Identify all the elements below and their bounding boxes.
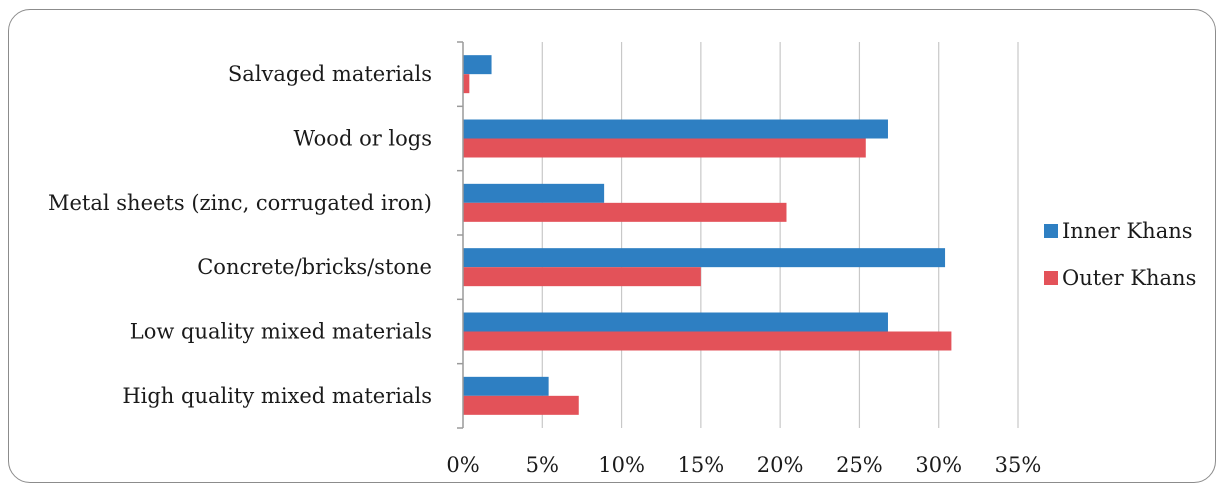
chart-frame: [8, 9, 1216, 483]
bars: [463, 55, 952, 415]
x-tick-label: 5%: [526, 453, 559, 477]
bar-outer-khans: [463, 267, 701, 287]
bar-outer-khans: [463, 202, 787, 222]
category-label: Concrete/bricks/stone: [197, 255, 432, 279]
legend-label: Outer Khans: [1062, 266, 1196, 290]
legend-label: Inner Khans: [1062, 219, 1193, 243]
x-tick-label: 0%: [446, 453, 479, 477]
category-label: Salvaged materials: [228, 62, 432, 86]
bar-outer-khans: [463, 138, 866, 158]
bar-inner-khans: [463, 183, 605, 203]
x-tick-labels: 0% 5% 10% 15% 20% 25% 30% 35%: [446, 453, 1041, 477]
x-tick-label: 25%: [836, 453, 883, 477]
category-label: Wood or logs: [294, 127, 433, 151]
x-tick-label: 35%: [995, 453, 1042, 477]
gridlines: [541, 42, 1019, 428]
legend: Inner Khans Outer Khans: [1044, 219, 1196, 290]
category-label: Metal sheets (zinc, corrugated iron): [48, 191, 432, 215]
bar-outer-khans: [463, 74, 470, 94]
bar-inner-khans: [463, 55, 492, 75]
category-label: Low quality mixed materials: [130, 320, 432, 344]
category-label: High quality mixed materials: [122, 384, 432, 408]
category-labels: High quality mixed materials Low quality …: [48, 62, 432, 408]
x-tick-label: 20%: [757, 453, 804, 477]
bar-outer-khans: [463, 331, 952, 351]
bar-inner-khans: [463, 248, 946, 268]
y-axis: [457, 41, 464, 429]
bar-inner-khans: [463, 119, 888, 139]
bar-outer-khans: [463, 395, 579, 415]
x-tick-label: 10%: [598, 453, 645, 477]
legend-swatch: [1044, 271, 1058, 285]
bar-inner-khans: [463, 376, 549, 396]
x-tick-label: 15%: [678, 453, 725, 477]
legend-swatch: [1044, 224, 1058, 238]
bar-inner-khans: [463, 312, 888, 332]
x-tick-label: 30%: [915, 453, 962, 477]
